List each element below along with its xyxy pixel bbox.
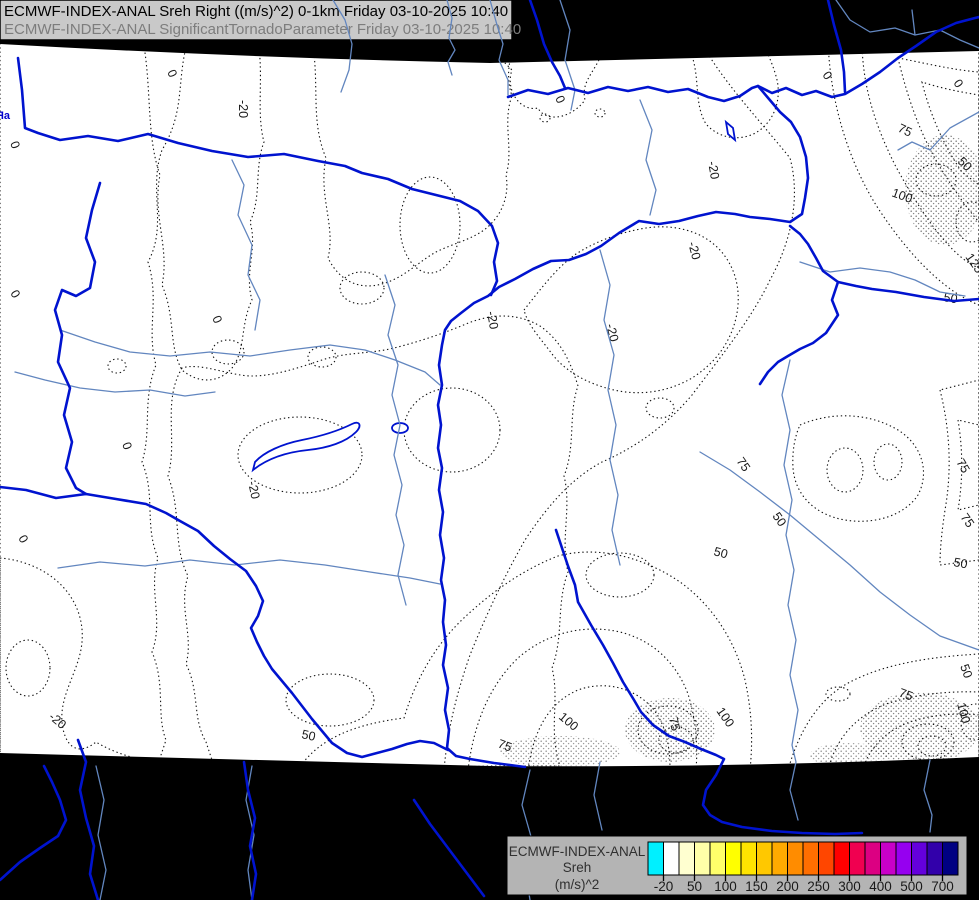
contour-value-label: -20: [603, 322, 621, 343]
contour-value-label: -20: [484, 310, 501, 330]
legend-swatch: [678, 841, 695, 876]
legend-swatch: [895, 841, 912, 876]
legend-swatch: [833, 841, 850, 876]
contour-value-label: 75: [897, 686, 915, 704]
legend-swatch: [802, 841, 819, 876]
contour-value-label: -20: [685, 240, 703, 261]
legend-swatch: [818, 841, 835, 876]
contour-value-label: 75: [734, 455, 753, 474]
legend-swatch: [663, 841, 680, 876]
small-lake-2: [724, 119, 737, 143]
title-line-2: ECMWF-INDEX-ANAL SignificantTornadoParam…: [4, 21, 521, 38]
legend-tick-labels: -20 50 100 150 200 250 300 400 500 700: [654, 875, 954, 894]
rivers: [14, 0, 979, 900]
legend-swatch: [709, 841, 726, 876]
legend-swatch: [694, 841, 711, 876]
legend-tick-value: 150: [745, 879, 768, 894]
title-bar: ECMWF-INDEX-ANAL Sreh Right ((m/s)^2) 0-…: [0, 0, 521, 41]
contour-value-label: 0: [119, 440, 135, 451]
title-bar-background: [0, 0, 513, 41]
data-region: [0, 44, 979, 767]
legend-swatch: [756, 841, 773, 876]
legend-swatch: [864, 841, 881, 876]
lake-balaton: [251, 421, 361, 473]
contour-value-label: 75: [896, 121, 915, 140]
legend-swatch: [849, 841, 866, 876]
legend-swatch: [880, 841, 897, 876]
contour-value-label: 75: [958, 511, 977, 530]
contour-value-label: 50: [300, 727, 317, 744]
contour-value-label: 0: [7, 139, 23, 150]
legend-tick-value: 700: [931, 879, 954, 894]
legend-parameter-label: Sreh: [563, 860, 592, 875]
legend-swatch: [926, 841, 943, 876]
contour-value-label: 100: [890, 186, 914, 206]
contour-value-label: 50: [952, 555, 968, 571]
contour-value-label: 75: [496, 737, 514, 755]
legend-product-label: ECMWF-INDEX-ANAL: [509, 844, 646, 859]
title-line-1: ECMWF-INDEX-ANAL Sreh Right ((m/s)^2) 0-…: [4, 3, 508, 20]
legend-tick-value: 50: [687, 879, 702, 894]
legend-swatch: [771, 841, 788, 876]
contour-value-label: -20: [705, 160, 722, 180]
legend-swatch: [911, 841, 928, 876]
lakes: [251, 119, 737, 473]
legend-tick-value: 200: [776, 879, 799, 894]
legend: ECMWF-INDEX-ANAL Sreh (m/s)^2 -20 50 100 15…: [506, 835, 968, 896]
legend-tick-value: 300: [838, 879, 861, 894]
legend-tick-value: 100: [714, 879, 737, 894]
legend-swatch: [942, 841, 959, 876]
contour-value-label: 75: [666, 716, 683, 733]
legend-swatch: [740, 841, 757, 876]
map-edge-label: Яa: [0, 110, 11, 122]
contour-value-label: 100: [954, 701, 973, 725]
legend-tick-value: 250: [807, 879, 830, 894]
legend-color-swatches: [647, 841, 959, 876]
contour-value-label: 50: [957, 662, 975, 680]
contour-value-label: 75: [953, 457, 972, 476]
legend-swatch: [787, 841, 804, 876]
contour-value-label: -20: [245, 480, 262, 501]
contour-value-label: 50: [712, 544, 729, 561]
legend-tick-value: 400: [869, 879, 892, 894]
contour-value-label: -20: [236, 100, 250, 118]
legend-swatch: [725, 841, 742, 876]
legend-units-label: (m/s)^2: [555, 877, 600, 892]
contour-value-label: 50: [770, 510, 789, 529]
legend-tick-value: -20: [654, 879, 674, 894]
legend-swatch: [647, 841, 664, 876]
legend-tick-value: 500: [900, 879, 923, 894]
